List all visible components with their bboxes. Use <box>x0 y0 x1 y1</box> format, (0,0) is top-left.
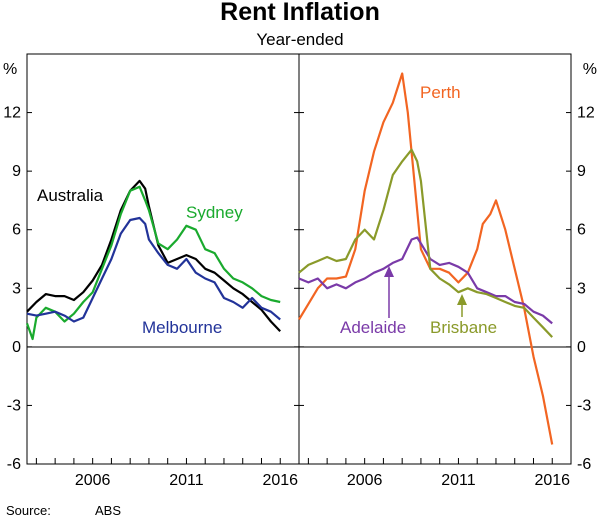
y-tick-label: -3 <box>7 397 21 414</box>
y-tick-label: 3 <box>577 280 586 297</box>
series-line-sydney <box>25 185 281 341</box>
y-tick-label: 0 <box>577 339 586 356</box>
right-panel-frame <box>298 53 572 465</box>
y-tick-labels: 12 9 6 3 0 -3 -6 12 9 6 3 0 -3 -6 <box>3 105 595 473</box>
y-tick-label: 6 <box>12 222 21 239</box>
series-label-sydney: Sydney <box>186 203 243 222</box>
x-tick-labels: 2006 2011 2016 2006 2011 2016 <box>75 472 570 489</box>
right-unit-label: % <box>583 61 597 78</box>
series-label-adelaide: Adelaide <box>340 318 406 337</box>
source-label: Source: <box>6 503 51 518</box>
y-tick-label: -6 <box>7 456 21 473</box>
y-tick-label: 9 <box>12 163 21 180</box>
y-tick-label: 0 <box>12 339 21 356</box>
chart-title: Rent Inflation <box>220 0 380 26</box>
left-series-lines <box>25 179 281 341</box>
x-tick-label: 2006 <box>347 472 383 489</box>
series-label-australia: Australia <box>37 186 104 205</box>
y-tick-label: 12 <box>3 105 21 122</box>
series-label-brisbane: Brisbane <box>430 318 497 337</box>
left-unit-label: % <box>3 61 17 78</box>
series-line-melbourne <box>26 216 281 323</box>
source-value: ABS <box>95 503 121 518</box>
right-panel <box>298 53 572 465</box>
y-tick-label: -3 <box>577 397 591 414</box>
x-tick-label: 2006 <box>75 472 111 489</box>
series-label-perth: Perth <box>420 83 461 102</box>
x-tick-label: 2016 <box>262 472 298 489</box>
x-tick-label: 2011 <box>441 472 476 489</box>
brisbane-arrow <box>457 294 467 317</box>
chart-subtitle: Year-ended <box>256 30 343 49</box>
series-label-melbourne: Melbourne <box>142 318 222 337</box>
x-tick-label: 2016 <box>534 472 570 489</box>
left-panel <box>25 53 300 465</box>
right-axis-ticks <box>299 112 572 465</box>
series-line-adelaide <box>298 236 553 325</box>
y-tick-label: 6 <box>577 222 586 239</box>
y-tick-label: -6 <box>577 456 591 473</box>
series-line-brisbane <box>298 148 553 338</box>
right-series-lines <box>298 72 554 445</box>
series-line-perth <box>298 72 554 445</box>
y-tick-label: 9 <box>577 163 586 180</box>
series-line-australia <box>26 179 281 332</box>
x-tick-label: 2011 <box>169 472 204 489</box>
adelaide-arrow <box>384 266 394 318</box>
left-axis-ticks <box>27 112 300 465</box>
y-tick-label: 3 <box>12 280 21 297</box>
y-tick-label: 12 <box>577 105 595 122</box>
